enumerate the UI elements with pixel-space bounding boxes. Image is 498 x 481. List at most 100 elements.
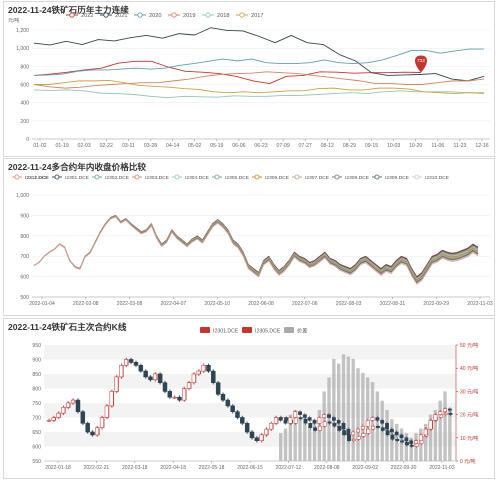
spread-bar bbox=[346, 356, 351, 461]
series-line-I2304.DCE bbox=[33, 215, 479, 280]
i2305-candle bbox=[380, 427, 385, 431]
legend-marker[interactable] bbox=[254, 174, 260, 180]
legend-label[interactable]: 2019 bbox=[183, 13, 195, 19]
i2301-candle bbox=[331, 417, 336, 421]
x-tick-label: 01-19 bbox=[55, 143, 68, 149]
y-tick-label: 650 bbox=[32, 430, 41, 436]
legend-marker[interactable] bbox=[174, 174, 180, 180]
i2301-candle bbox=[414, 440, 418, 444]
legend-marker[interactable] bbox=[239, 12, 245, 18]
i2301-candle bbox=[288, 417, 293, 424]
x-tick-label: 2022-02-21 bbox=[84, 465, 110, 471]
legend-label[interactable]: I2309.DCE bbox=[385, 175, 410, 181]
legend-label[interactable]: 价差 bbox=[297, 327, 307, 335]
i2301-candle bbox=[235, 411, 240, 418]
x-tick-label: 06-23 bbox=[254, 143, 267, 149]
i2305-candle bbox=[303, 418, 308, 424]
i2301-candle bbox=[99, 417, 104, 428]
i2301-candle bbox=[336, 420, 341, 424]
legend-label[interactable]: I2301.DCE bbox=[213, 329, 239, 335]
legend-marker[interactable] bbox=[205, 12, 211, 18]
chart-multi-contract: I2212.DCE I2301.DCE I2302.DCE I2303.DCE I230… bbox=[12, 174, 493, 307]
i2301-candle bbox=[389, 428, 394, 433]
right-tick-label: 0 元/吨 bbox=[460, 458, 476, 465]
x-tick-label: 2022-05-18 bbox=[199, 465, 225, 471]
i2301-candle bbox=[95, 427, 99, 436]
x-tick-label: 08-12 bbox=[321, 143, 334, 149]
legend-label[interactable]: I2307.DCE bbox=[305, 175, 330, 181]
i2305-candle bbox=[337, 425, 342, 431]
legend-marker[interactable] bbox=[374, 174, 380, 180]
right-tick-label: 30 元/吨 bbox=[460, 388, 478, 395]
legend-label[interactable]: I2306.DCE bbox=[265, 175, 290, 181]
i2301-candle bbox=[327, 414, 331, 418]
legend-label[interactable]: 2020 bbox=[149, 13, 161, 19]
legend-label[interactable]: I2311.DCE bbox=[25, 175, 49, 181]
i2301-candle bbox=[385, 423, 389, 430]
legend-label[interactable]: I2308.DCE bbox=[345, 175, 370, 181]
i2301-candle bbox=[230, 405, 235, 412]
x-tick-label: 2022-01-04 bbox=[29, 301, 55, 307]
y-tick-label: 600 bbox=[32, 445, 41, 451]
legend-label[interactable]: I2302.DCE bbox=[105, 175, 130, 181]
y-tick-label: 0 bbox=[26, 137, 29, 143]
legend-marker[interactable] bbox=[214, 174, 220, 180]
legend-label[interactable]: 2017 bbox=[251, 13, 263, 19]
i2301-candle bbox=[438, 411, 443, 415]
i2301-candle bbox=[254, 437, 259, 441]
legend-label[interactable]: 2022 bbox=[81, 13, 93, 19]
y-tick-label: 1,200 bbox=[16, 28, 29, 34]
i2305-candle bbox=[405, 441, 409, 446]
i2301-candle bbox=[225, 399, 230, 407]
legend-label[interactable]: 2021 bbox=[115, 13, 127, 19]
i2301-candle bbox=[128, 359, 133, 363]
legend-swatch[interactable] bbox=[242, 327, 252, 333]
x-tick-label: 07-09 bbox=[276, 143, 289, 149]
i2301-candle bbox=[124, 359, 128, 366]
legend-marker[interactable] bbox=[69, 12, 75, 18]
legend-label[interactable]: I2212.DCE bbox=[25, 175, 50, 181]
legend-swatch[interactable] bbox=[284, 327, 294, 333]
x-tick-label: 02-22 bbox=[100, 143, 113, 149]
legend-marker[interactable] bbox=[137, 12, 143, 18]
legend-label[interactable]: I2303.DCE bbox=[145, 175, 170, 181]
legend-marker[interactable] bbox=[171, 12, 177, 18]
legend-label[interactable]: I2301.DCE bbox=[65, 175, 90, 181]
legend-label[interactable]: I2304.DCE bbox=[185, 175, 210, 181]
i2305-candle bbox=[438, 414, 443, 418]
spread-bar bbox=[312, 419, 317, 461]
spread-bar bbox=[404, 433, 409, 461]
legend-label[interactable]: 2018 bbox=[217, 13, 229, 19]
y-tick-label: 400 bbox=[20, 101, 29, 107]
panel-historical-main: 2022-11-24铁矿石历年主力连续 元/吨 1,200 1,000 800 600 4… bbox=[3, 1, 495, 157]
legend-marker[interactable] bbox=[294, 174, 300, 180]
i2301-candle bbox=[75, 399, 80, 412]
x-tick-label: 2022-05-10 bbox=[204, 301, 230, 307]
i2301-candle bbox=[153, 373, 157, 381]
i2301-candle bbox=[85, 423, 90, 433]
i2301-candle bbox=[138, 365, 143, 372]
y-tick-label: 800 bbox=[20, 64, 29, 70]
legend-marker[interactable] bbox=[134, 174, 140, 180]
spread-bar bbox=[337, 363, 341, 461]
i2301-candle bbox=[46, 420, 51, 422]
right-tick-label: 40 元/吨 bbox=[460, 365, 478, 372]
legend-label[interactable]: I2305.DCE bbox=[255, 329, 281, 335]
i2301-candle bbox=[104, 405, 109, 418]
legend-label[interactable]: I2310.DCE bbox=[425, 175, 450, 181]
i2305-candle bbox=[342, 430, 347, 436]
legend-marker[interactable] bbox=[54, 174, 60, 180]
legend-marker[interactable] bbox=[94, 174, 100, 180]
legend-marker[interactable] bbox=[14, 174, 20, 180]
legend-swatch[interactable] bbox=[200, 327, 210, 333]
spread-bar bbox=[385, 409, 389, 461]
legend-marker[interactable] bbox=[334, 174, 340, 180]
legend-label[interactable]: I2305.DCE bbox=[225, 175, 250, 181]
i2301-candle bbox=[215, 382, 220, 395]
i2301-candle bbox=[172, 396, 177, 399]
i2301-candle bbox=[428, 420, 433, 430]
legend-marker[interactable] bbox=[414, 174, 420, 180]
x-tick-label: 01-02 bbox=[33, 143, 46, 149]
legend-marker[interactable] bbox=[103, 12, 109, 18]
i2301-candle bbox=[375, 417, 380, 421]
